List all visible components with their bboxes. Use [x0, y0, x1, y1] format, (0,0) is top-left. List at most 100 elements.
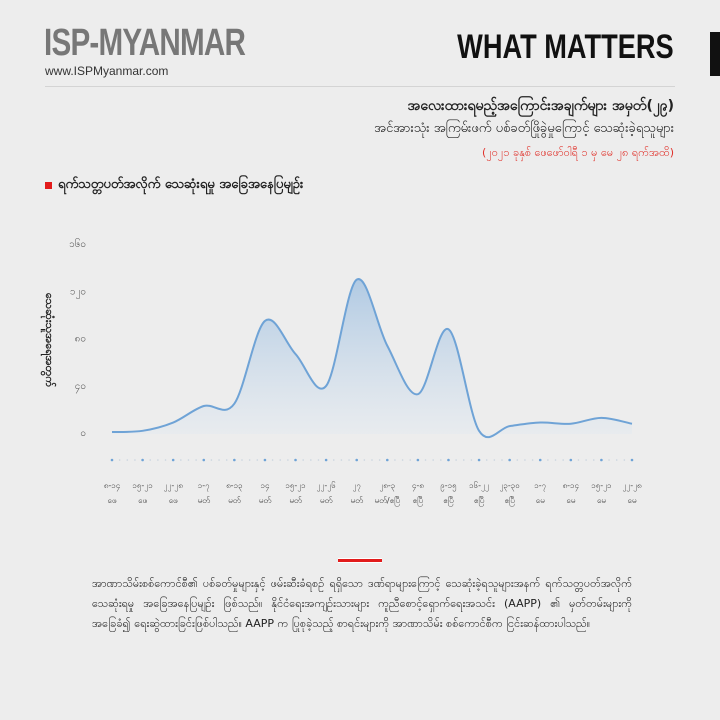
x-axis-dot [462, 459, 465, 461]
x-tick-dot [355, 458, 359, 462]
x-axis-dot [340, 459, 343, 461]
logo: ISP-MYANMAR [44, 22, 246, 64]
x-axis-dot [134, 459, 136, 461]
x-tick-dot [538, 458, 542, 462]
x-tick-label: ၂၃-၃၀ ဧပြီ [490, 478, 530, 508]
x-tick-dot [416, 458, 420, 462]
x-axis-dot [554, 459, 557, 461]
x-tick-label: ၁-၇မတ် [184, 478, 224, 508]
x-tick-month: မေ [596, 496, 606, 505]
x-axis-dot [501, 459, 503, 461]
x-tick-dot [569, 458, 573, 462]
x-axis-dot [562, 459, 564, 461]
x-tick-label: ၈-၁၄ဖေ [92, 478, 132, 508]
x-axis-dot [547, 459, 549, 461]
x-axis-dot [409, 459, 412, 461]
x-axis-dot [195, 459, 197, 461]
section-heading-text: ရက်သတ္တပတ်အလိုက် သေဆုံးရမှု အခြေအနေပြမျဉ… [58, 177, 304, 192]
x-axis-dot [608, 459, 610, 461]
x-axis-dot [180, 459, 182, 461]
x-tick-days: ၂၈-၃ [379, 481, 396, 490]
red-divider [338, 558, 382, 563]
series-line [111, 278, 633, 439]
x-tick-label: ၈-၁၄ မေ [551, 478, 591, 508]
x-tick-dot [447, 458, 450, 462]
x-axis-dot [287, 459, 289, 461]
x-tick-month: ဧပြီ [473, 496, 485, 505]
x-axis-dot [623, 459, 626, 461]
x-tick-month: ဧပြီ [443, 496, 454, 505]
x-tick-label: ၂၈-၃မတ်/ဧပြီ [367, 478, 407, 508]
y-tick-label: ၁၂၀ [70, 286, 86, 299]
x-tick-days: ၈-၁၄ [103, 481, 121, 490]
x-tick-label: ၉-၁၅ ဧပြီ [428, 478, 468, 508]
x-tick-days: ၁-၇ [534, 481, 547, 490]
x-axis-dot [164, 459, 167, 461]
x-tick-dot [385, 458, 389, 462]
x-tick-month: ဖေ [138, 496, 148, 505]
x-tick-days: ၁၅-၂၁ [285, 481, 306, 490]
x-axis-dot [218, 459, 220, 461]
x-tick-days: ၂၃-၃၀ [499, 481, 520, 490]
date-range: (၂၀၂၁ ခုနှစ် ဖေဖော်ဝါရီ ၁ မှ မေ ၂၈ ရက်အထ… [482, 146, 674, 159]
x-tick-month: မေ [627, 496, 637, 505]
x-axis-dot [118, 459, 121, 461]
x-tick-days: ၂၂-၂၈ [163, 481, 183, 490]
x-tick-dot [141, 458, 144, 462]
x-tick-days: ၁၅-၂၁ [132, 481, 153, 490]
x-axis-dot [126, 459, 129, 461]
x-axis-dot [516, 459, 519, 461]
x-axis-dot [279, 459, 282, 461]
x-tick-dot [508, 458, 511, 462]
x-axis-dot [256, 459, 259, 461]
x-tick-month: မတ် [319, 496, 333, 505]
x-tick-label: ၂၂-၂၆မတ် [306, 478, 346, 508]
x-axis-dot [241, 459, 243, 461]
x-axis-dot [577, 459, 580, 461]
x-axis-dot [225, 459, 228, 461]
x-axis-dot [585, 459, 587, 461]
x-tick-days: ၂၂-၂၆ [316, 481, 336, 490]
x-axis-dot [493, 459, 496, 461]
x-axis-dot [310, 459, 312, 461]
x-tick-month: မတ် [258, 496, 272, 505]
x-tick-month: ဖေ [107, 496, 117, 505]
x-tick-label: ၁-၇ မေ [520, 478, 560, 508]
x-tick-month: မတ် [228, 496, 241, 505]
corner-bar [710, 32, 720, 76]
x-axis-dot [394, 459, 396, 461]
x-tick-dot [110, 458, 114, 462]
y-tick-label: ၄၀ [75, 381, 86, 394]
x-tick-label: ၄-၈ဧပြီ [398, 478, 438, 508]
x-axis-dot [248, 459, 251, 461]
x-tick-month: မတ် [197, 496, 210, 505]
x-tick-dot [477, 458, 481, 462]
x-axis-dot [332, 459, 335, 461]
x-tick-days: ၄-၈ [411, 481, 424, 490]
x-tick-dot [324, 458, 328, 462]
x-tick-month: မတ် [289, 496, 302, 505]
series-title: WHAT MATTERS [457, 28, 674, 66]
website-url[interactable]: www.ISPMyanmar.com [45, 64, 169, 78]
x-tick-label: ၁၆-၂၂ ဧပြီ [459, 478, 499, 508]
x-axis-dot [187, 459, 190, 461]
x-axis-dot [455, 459, 457, 461]
page-subtitle: အင်အားသုံး အကြမ်းဖက် ပစ်ခတ်ဖြိုခွဲမှုကြေ… [374, 121, 674, 136]
x-tick-days: ၁-၇ [197, 481, 210, 490]
x-tick-dot [202, 458, 206, 462]
x-tick-days: ၈-၁၃ [226, 481, 243, 490]
x-tick-month: ဧပြီ [412, 496, 424, 505]
x-axis-dot [531, 459, 534, 461]
x-tick-dot [294, 458, 297, 462]
x-axis-dot [592, 459, 595, 461]
y-tick-label: ၈၀ [75, 334, 86, 345]
x-tick-month: မတ်/ဧပြီ [374, 496, 401, 505]
x-tick-label: ၁၅-၂၁မတ် [276, 478, 316, 508]
x-axis-dot [470, 459, 473, 461]
x-axis-dot [271, 459, 274, 461]
x-tick-label: ၁၅-၂၁ဖေ [123, 478, 163, 508]
x-tick-label: ၈-၁၃မတ် [214, 478, 254, 508]
x-tick-days: ၁၅-၂၁ [591, 481, 612, 490]
x-tick-label: ၂၇ မတ် [337, 478, 377, 508]
